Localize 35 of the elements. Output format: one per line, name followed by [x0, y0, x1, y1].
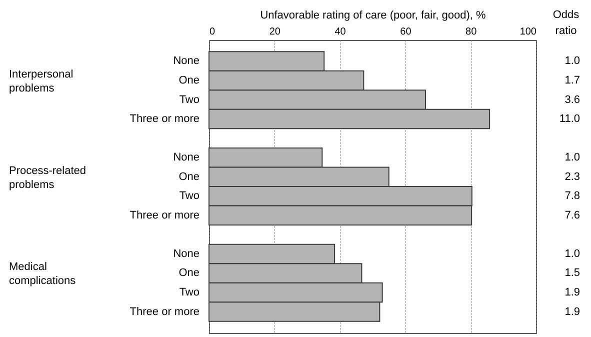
y-tick-label: None [173, 152, 200, 164]
text: Medical complications [9, 261, 76, 288]
x-axis-title: Unfavorable rating of care (poor, fair, good), % [260, 10, 486, 22]
y-tick-label: Three or more [130, 113, 200, 126]
y-tick-label: Two [179, 286, 200, 299]
x-tick-label: 40 [334, 26, 346, 38]
y-tick-label: None [173, 55, 200, 68]
x-tick-label: 80 [466, 26, 478, 38]
text: Process-related problems [9, 164, 86, 191]
x-tick-label: 60 [400, 26, 412, 38]
x-tick-label: 100 [520, 26, 537, 38]
text: 1.9 [564, 286, 580, 299]
text: Odds ratio [552, 9, 580, 37]
text: 2.3 [564, 170, 580, 183]
y-tick-label: Three or more [130, 209, 200, 222]
y-tick-label: One [178, 170, 200, 183]
text: 7.6 [564, 209, 580, 222]
y-tick-label: One [178, 267, 200, 280]
y-tick-label: Two [179, 94, 200, 106]
text: 1.7 [564, 74, 580, 86]
text: 7.8 [564, 190, 580, 202]
text: 1.0 [564, 152, 580, 164]
text: 1.0 [564, 55, 580, 68]
text: Interpersonal problems [9, 68, 74, 94]
text: 1.9 [564, 306, 580, 318]
text: 1.0 [564, 248, 580, 260]
x-tick-label: 0 [210, 26, 216, 38]
text: 1.5 [564, 267, 580, 280]
y-tick-label: None [173, 248, 200, 260]
text: 11.0 [559, 113, 580, 126]
x-tick-label: 20 [269, 26, 281, 38]
y-tick-label: Two [179, 190, 200, 202]
text: 3.6 [564, 94, 580, 106]
y-tick-label: One [178, 74, 200, 86]
y-tick-label: Three or more [130, 306, 200, 318]
